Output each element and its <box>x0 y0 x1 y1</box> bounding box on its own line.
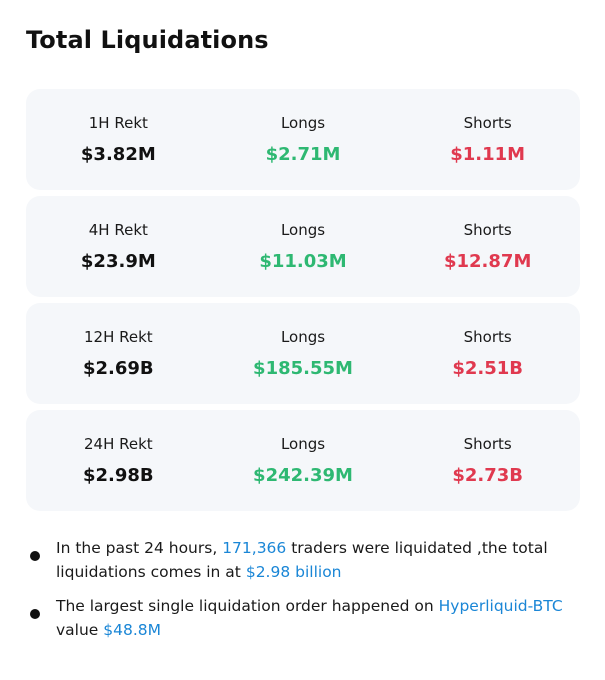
traders-count-link[interactable]: 171,366 <box>222 539 287 557</box>
bullet-icon <box>30 551 40 561</box>
note-text: In the past 24 hours, <box>56 539 223 557</box>
period-label: 1H Rekt <box>88 114 148 132</box>
liquidation-cards: 1H Rekt $3.82M Longs $2.71M Shorts $1.11… <box>26 89 580 517</box>
total-amount-link[interactable]: $2.98 billion <box>245 563 342 581</box>
longs-column: Longs $242.39M <box>211 433 396 488</box>
period-label: 12H Rekt <box>83 328 153 346</box>
liquidation-card-12h: 12H Rekt $2.69B Longs $185.55M Shorts $2… <box>26 303 580 404</box>
note-largest-order: The largest single liquidation order hap… <box>30 594 590 642</box>
longs-value: $185.55M <box>253 358 353 379</box>
period-label: 4H Rekt <box>88 221 148 239</box>
longs-value: $2.71M <box>265 144 341 165</box>
shorts-value: $12.87M <box>443 251 532 272</box>
liquidation-card-1h: 1H Rekt $3.82M Longs $2.71M Shorts $1.11… <box>26 89 580 190</box>
shorts-label: Shorts <box>463 328 512 346</box>
liquidation-card-24h: 24H Rekt $2.98B Longs $242.39M Shorts $2… <box>26 410 580 511</box>
shorts-value: $1.11M <box>450 144 526 165</box>
shorts-label: Shorts <box>463 114 512 132</box>
shorts-column: Shorts $2.51B <box>395 326 580 381</box>
longs-label: Longs <box>280 328 326 346</box>
total-column: 4H Rekt $23.9M <box>26 219 211 274</box>
total-column: 12H Rekt $2.69B <box>26 326 211 381</box>
total-column: 1H Rekt $3.82M <box>26 112 211 167</box>
market-link[interactable]: Hyperliquid-BTC <box>438 597 563 615</box>
longs-column: Longs $185.55M <box>211 326 396 381</box>
total-value: $2.69B <box>83 358 154 379</box>
shorts-value: $2.73B <box>452 465 523 486</box>
note-traders-liquidated: In the past 24 hours, 171,366 traders we… <box>30 536 590 584</box>
total-column: 24H Rekt $2.98B <box>26 433 211 488</box>
shorts-column: Shorts $2.73B <box>395 433 580 488</box>
shorts-column: Shorts $12.87M <box>395 219 580 274</box>
shorts-column: Shorts $1.11M <box>395 112 580 167</box>
longs-column: Longs $2.71M <box>211 112 396 167</box>
longs-value: $11.03M <box>259 251 347 272</box>
summary-notes: In the past 24 hours, 171,366 traders we… <box>30 536 590 652</box>
note-text: The largest single liquidation order hap… <box>56 597 439 615</box>
period-label: 24H Rekt <box>83 435 153 453</box>
longs-label: Longs <box>280 435 326 453</box>
longs-value: $242.39M <box>253 465 353 486</box>
total-value: $3.82M <box>80 144 156 165</box>
order-value-link[interactable]: $48.8M <box>103 621 162 639</box>
bullet-icon <box>30 609 40 619</box>
note-text: traders were liquidated ,the total liqui… <box>56 539 548 581</box>
shorts-label: Shorts <box>463 435 512 453</box>
note-text: value <box>56 621 104 639</box>
shorts-label: Shorts <box>463 221 512 239</box>
liquidation-card-4h: 4H Rekt $23.9M Longs $11.03M Shorts $12.… <box>26 196 580 297</box>
longs-label: Longs <box>280 114 326 132</box>
longs-column: Longs $11.03M <box>211 219 396 274</box>
shorts-value: $2.51B <box>452 358 523 379</box>
total-value: $23.9M <box>80 251 156 272</box>
total-value: $2.98B <box>83 465 154 486</box>
page-title: Total Liquidations <box>26 26 269 54</box>
longs-label: Longs <box>280 221 326 239</box>
